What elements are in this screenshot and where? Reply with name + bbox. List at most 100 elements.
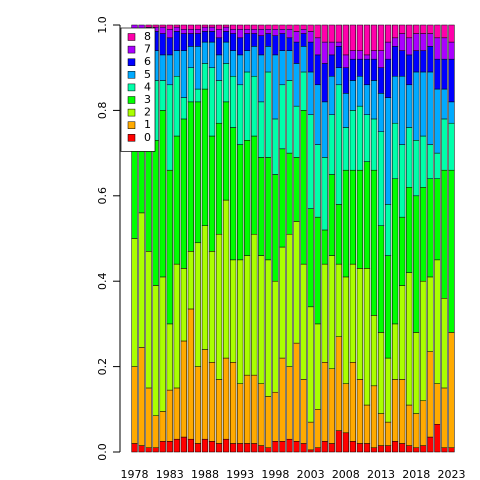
bar-segment bbox=[173, 75, 180, 137]
bar-segment bbox=[187, 438, 195, 453]
bar-segment bbox=[399, 285, 406, 380]
bar-segment bbox=[427, 436, 434, 453]
bar-segment bbox=[441, 447, 448, 453]
bar-segment bbox=[279, 24, 286, 30]
bar-segment bbox=[300, 24, 307, 30]
bar-segment bbox=[335, 46, 342, 68]
bar-segment bbox=[258, 445, 265, 453]
bar-segment bbox=[180, 29, 187, 34]
x-tick-label: 2023 bbox=[437, 468, 465, 480]
legend-swatch bbox=[127, 45, 136, 54]
bar-segment bbox=[244, 71, 251, 141]
bar-segment bbox=[441, 37, 448, 60]
bar-segment bbox=[370, 24, 378, 51]
bar-segment bbox=[448, 41, 455, 60]
bar-segment bbox=[286, 438, 293, 453]
bar-segment bbox=[384, 357, 392, 423]
bar-segment bbox=[342, 127, 349, 171]
bar-segment bbox=[314, 323, 321, 410]
bar-segment bbox=[399, 75, 406, 145]
bar-segment bbox=[258, 383, 265, 446]
bar-segment bbox=[229, 259, 237, 363]
bar-segment bbox=[279, 29, 286, 34]
bar-segment bbox=[391, 178, 399, 325]
bar-segment bbox=[441, 88, 448, 120]
bar-segment bbox=[173, 263, 180, 389]
bar-segment bbox=[413, 195, 420, 333]
bar-segment bbox=[370, 50, 378, 60]
bar-segment bbox=[244, 29, 251, 34]
bar-segment bbox=[349, 80, 357, 111]
bar-segment bbox=[201, 63, 209, 90]
bar-segment bbox=[293, 342, 300, 442]
bar-segment bbox=[187, 251, 195, 310]
bar-segment bbox=[413, 140, 420, 197]
bar-segment bbox=[391, 122, 399, 179]
bar-segment bbox=[448, 169, 455, 333]
bar-segment bbox=[321, 41, 328, 64]
bar-segment bbox=[194, 443, 202, 453]
bar-segment bbox=[229, 127, 237, 261]
bar-segment bbox=[328, 114, 335, 175]
bar-segment bbox=[173, 50, 180, 77]
bar-segment bbox=[265, 396, 272, 448]
bar-segment bbox=[166, 169, 173, 325]
bar-segment bbox=[229, 443, 237, 453]
legend-label: 3 bbox=[144, 93, 151, 106]
bar-segment bbox=[448, 332, 455, 448]
bar-segment bbox=[448, 122, 455, 171]
bar-segment bbox=[370, 118, 378, 171]
bar-segment bbox=[194, 242, 202, 367]
bar-segment bbox=[265, 447, 272, 453]
bar-segment bbox=[300, 46, 307, 73]
bar-segment bbox=[215, 54, 223, 81]
bar-segment bbox=[377, 225, 385, 333]
bar-segment bbox=[166, 441, 173, 453]
bar-segment bbox=[406, 54, 413, 86]
bar-segment bbox=[356, 50, 364, 60]
bar-segment bbox=[265, 157, 272, 261]
bar-segment bbox=[272, 441, 279, 453]
bar-segment bbox=[399, 33, 406, 51]
bar-segment bbox=[194, 24, 202, 30]
bar-segment bbox=[166, 84, 173, 171]
bar-segment bbox=[215, 379, 223, 444]
bar-segment bbox=[363, 84, 371, 115]
bar-segment bbox=[413, 33, 420, 51]
bar-segment bbox=[286, 233, 293, 367]
bar-segment bbox=[413, 413, 420, 448]
y-tick-label: 0.4 bbox=[96, 272, 109, 290]
bar-segment bbox=[406, 445, 413, 453]
bar-segment bbox=[279, 33, 286, 51]
bar-segment bbox=[215, 122, 223, 235]
bar-segment bbox=[406, 272, 413, 406]
bar-segment bbox=[328, 255, 335, 369]
bar-segment bbox=[384, 445, 392, 453]
legend-label: 1 bbox=[144, 118, 151, 131]
legend-label: 7 bbox=[144, 43, 151, 56]
bar-segment bbox=[420, 33, 427, 51]
bar-segment bbox=[328, 443, 335, 453]
bar-segment bbox=[413, 447, 420, 453]
bar-segment bbox=[194, 33, 202, 47]
bar-segment bbox=[363, 404, 371, 444]
bar-segment bbox=[166, 389, 173, 442]
bar-segment bbox=[208, 67, 216, 137]
bar-segment bbox=[307, 71, 314, 115]
x-tick-label: 1993 bbox=[226, 468, 254, 480]
bar-segment bbox=[448, 101, 455, 124]
bar-segment bbox=[222, 101, 230, 201]
bar-segment bbox=[321, 24, 328, 43]
bar-segment bbox=[427, 276, 434, 352]
y-tick-label: 0.6 bbox=[96, 187, 109, 205]
legend-swatch bbox=[127, 121, 136, 129]
bar-segment bbox=[356, 58, 364, 77]
bar-segment bbox=[251, 46, 258, 77]
bar-segment bbox=[258, 255, 265, 384]
bar-segment bbox=[208, 251, 216, 363]
bar-segment bbox=[441, 387, 448, 448]
bar-segment bbox=[180, 50, 187, 98]
bar-segment bbox=[293, 221, 300, 344]
bar-segment bbox=[307, 421, 314, 451]
bar-segment bbox=[448, 58, 455, 103]
